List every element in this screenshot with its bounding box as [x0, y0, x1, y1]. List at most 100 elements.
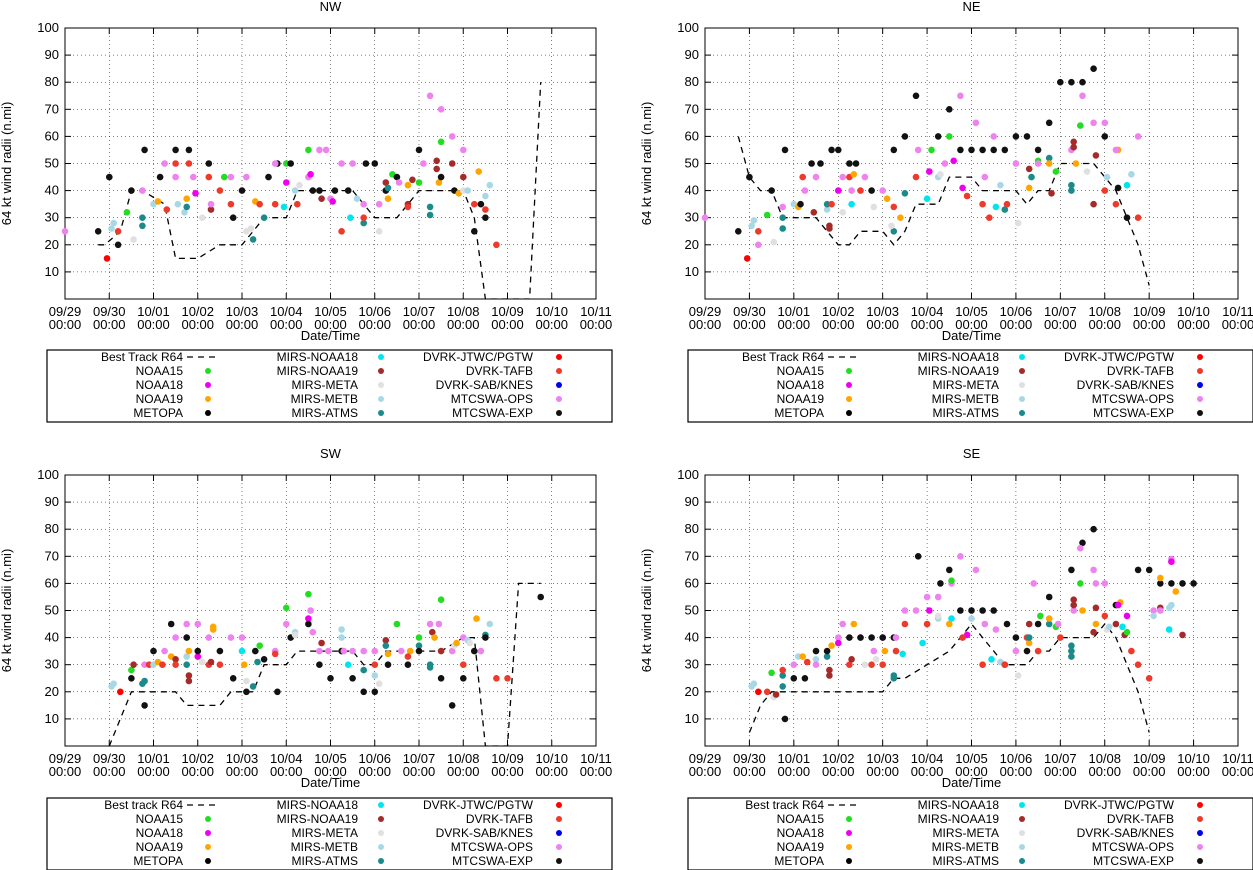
point-mirs-atms [1045, 620, 1053, 628]
point-noaa15 [415, 634, 423, 641]
point-dvrk-tafb [879, 661, 886, 668]
x-tick-label-time: 00:00 [689, 764, 722, 779]
x-tick-label-time: 00:00 [137, 764, 170, 779]
point-mtcswa-exp [128, 187, 135, 194]
point-mirs-atms [360, 219, 368, 227]
point-mtcswa-ops [420, 160, 427, 167]
legend-label: MIRS-META [292, 826, 358, 840]
x-tick-label-date: 10/10 [535, 304, 568, 319]
point-mtcswa-ops [1090, 119, 1097, 127]
legend-label: MIRS-ATMS [292, 854, 358, 868]
legend-marker [1197, 858, 1203, 864]
point-mirs-meta [198, 214, 206, 221]
point-mirs-noaa19 [1070, 596, 1077, 603]
point-noaa19 [185, 647, 193, 655]
point-noaa19 [1025, 184, 1033, 192]
legend-label: MTCSWA-OPS [451, 392, 533, 406]
point-mtcswa-exp [934, 133, 942, 140]
point-mtcswa-exp [812, 647, 820, 655]
point-mirs-noaa19 [185, 677, 193, 685]
point-noaa19 [850, 171, 858, 178]
point-mirs-noaa19 [772, 691, 780, 698]
x-tick-label-time: 00:00 [535, 317, 568, 332]
x-tick-label-time: 00:00 [911, 317, 944, 332]
y-tick-label: 80 [45, 74, 59, 89]
x-tick-label-time: 00:00 [447, 764, 480, 779]
legend-marker [556, 382, 562, 388]
x-axis-label: Date/Time [942, 328, 1001, 343]
point-dvrk-tafb [1112, 200, 1120, 208]
y-tick-label: 100 [37, 467, 59, 482]
point-mtcswa-exp [1168, 580, 1175, 587]
point-dvrk-jtwc-pgtw [755, 688, 762, 696]
legend-label: MTCSWA-OPS [1092, 840, 1174, 854]
point-mtcswa-exp [477, 200, 485, 208]
y-tick-label: 70 [685, 101, 699, 116]
legend-marker [378, 354, 384, 360]
point-noaa15 [437, 596, 445, 603]
legend-label: NOAA15 [136, 364, 184, 378]
point-mtcswa-ops [437, 106, 445, 113]
chart-nw: NW10203040506070809010009/2900:0009/3000… [0, 0, 612, 343]
legend-box [46, 797, 613, 870]
point-mtcswa-exp [371, 688, 379, 696]
point-dvrk-tafb [1134, 214, 1142, 221]
point-mtcswa-ops [990, 133, 997, 140]
y-tick-label: 60 [45, 128, 59, 143]
point-mirs-atms [141, 677, 148, 685]
legend-label: MIRS-METB [291, 840, 358, 854]
point-mtcswa-exp [912, 92, 920, 100]
point-mirs-metb [108, 683, 115, 690]
y-tick-label: 30 [685, 210, 699, 225]
point-mtcswa-exp [1123, 214, 1131, 221]
point-dvrk-tafb [216, 187, 224, 194]
x-tick-label-date: 10/04 [911, 304, 944, 319]
point-mirs-atms [249, 236, 257, 243]
point-noaa15 [768, 669, 775, 677]
point-noaa15 [305, 590, 312, 598]
point-noaa19 [1045, 615, 1053, 622]
point-mtcswa-exp [735, 228, 742, 235]
point-noaa15 [1037, 612, 1044, 620]
point-mtcswa-ops [992, 626, 1000, 633]
y-tick-label: 80 [685, 74, 699, 89]
x-tick-label-time: 00:00 [1088, 317, 1121, 332]
point-noaa18 [959, 184, 966, 192]
x-tick-label-date: 10/09 [491, 751, 524, 766]
point-mtcswa-ops [448, 133, 456, 140]
x-tick-label-time: 00:00 [181, 764, 214, 779]
point-mtcswa-ops [1090, 566, 1097, 574]
legend-marker [1019, 368, 1025, 374]
point-mtcswa-exp [968, 146, 975, 154]
point-mtcswa-exp [537, 593, 544, 601]
x-axis-label: Date/Time [942, 775, 1001, 790]
legend-label: MIRS-NOAA18 [918, 798, 1000, 812]
legend-marker [378, 802, 384, 808]
point-noaa15 [256, 642, 264, 649]
y-tick-label: 50 [45, 156, 59, 171]
point-mirs-metb [1165, 604, 1173, 612]
point-dvrk-tafb [1034, 647, 1042, 655]
x-tick-label-time: 00:00 [822, 764, 855, 779]
chart-sw: SW10203040506070809010009/2900:0009/3000… [0, 446, 612, 790]
legend-label: MIRS-METB [291, 392, 358, 406]
point-mirs-noaa18 [1119, 623, 1126, 631]
point-mirs-metb [748, 683, 755, 690]
legend-marker [556, 858, 562, 864]
point-mtcswa-exp [172, 146, 179, 154]
point-mtcswa-exp [183, 634, 190, 641]
point-mirs-noaa19 [172, 656, 179, 663]
point-mtcswa-ops [426, 620, 434, 628]
point-mirs-noaa18 [238, 647, 246, 655]
legend-label: MIRS-NOAA18 [277, 798, 359, 812]
point-mirs-atms [1068, 187, 1075, 194]
point-noaa19 [384, 650, 392, 658]
point-mtcswa-exp [790, 675, 798, 682]
point-noaa19 [850, 620, 858, 628]
point-dvrk-jtwc-pgtw [117, 688, 124, 696]
point-mtcswa-ops [435, 620, 443, 628]
point-mtcswa-ops [972, 119, 980, 127]
point-noaa15 [928, 146, 935, 154]
point-mtcswa-exp [1001, 146, 1009, 154]
point-mtcswa-ops [371, 647, 379, 655]
